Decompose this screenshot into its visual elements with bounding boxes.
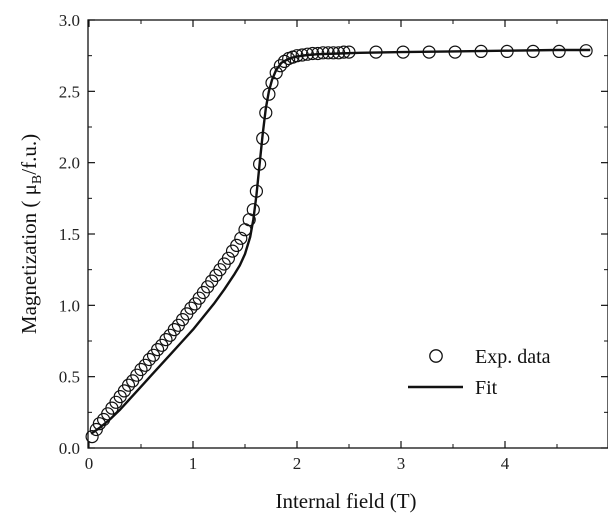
data-point — [526, 44, 540, 59]
data-point — [316, 46, 330, 60]
legend: Exp. data Fit — [408, 346, 551, 399]
data-point — [253, 157, 267, 171]
data-point — [326, 46, 340, 60]
data-point — [167, 323, 181, 337]
x-tick-label-1: 1 — [189, 454, 198, 473]
y-tick-label-6: 3.0 — [59, 11, 80, 30]
data-point — [151, 343, 165, 357]
data-point — [142, 352, 156, 367]
y-tick-label-1: 0.5 — [59, 368, 80, 387]
plot-frame — [87, 19, 608, 449]
data-point — [474, 44, 488, 59]
fit-series — [90, 48, 591, 435]
x-axis-title: Internal field (T) — [275, 489, 416, 513]
data-point — [311, 46, 325, 61]
data-point — [306, 46, 320, 61]
data-point — [246, 203, 260, 217]
data-point — [134, 362, 148, 377]
data-point — [290, 49, 304, 63]
x-tick-label-4: 4 — [501, 454, 510, 473]
y-tick-label-4: 2.0 — [59, 154, 80, 173]
data-point — [448, 45, 462, 59]
data-point — [269, 66, 283, 80]
data-point — [234, 231, 248, 245]
data-point — [396, 45, 410, 59]
y-axis-title: Magnetization ( μB/f.u.) — [17, 134, 45, 334]
fit-line — [90, 48, 591, 435]
data-point — [85, 430, 99, 444]
data-point — [92, 417, 107, 431]
data-point — [230, 238, 244, 252]
legend-exp-data-label: Exp. data — [475, 346, 551, 368]
y-tick-label-2: 1.0 — [59, 296, 80, 315]
data-point — [422, 45, 436, 59]
axis-ticks: 0 1 2 3 4 0.0 0.5 1.0 1.5 2.0 2.5 3.0 — [59, 11, 608, 473]
legend-fit-label: Fit — [475, 377, 498, 399]
data-point — [500, 44, 514, 59]
data-point — [295, 48, 309, 62]
x-tick-label-0: 0 — [85, 454, 94, 473]
x-tick-label-2: 2 — [293, 454, 302, 473]
data-point — [277, 54, 292, 69]
data-point — [369, 45, 383, 59]
data-point — [159, 333, 173, 347]
y-tick-label-0: 0.0 — [59, 439, 80, 458]
data-point — [259, 106, 273, 120]
data-point — [552, 44, 566, 59]
data-point — [321, 46, 335, 60]
data-point — [121, 378, 136, 392]
data-point — [332, 46, 346, 60]
data-point — [337, 45, 351, 59]
y-tick-label-3: 1.5 — [59, 225, 80, 244]
exp-data-series — [85, 44, 593, 444]
data-point — [342, 45, 356, 59]
data-point — [221, 251, 235, 265]
data-point — [184, 301, 198, 315]
x-tick-label-3: 3 — [397, 454, 406, 473]
data-point — [273, 59, 287, 73]
data-point — [300, 47, 314, 61]
data-point — [249, 184, 263, 198]
data-point — [256, 131, 270, 145]
legend-exp-data-marker — [429, 349, 443, 363]
data-point — [579, 44, 593, 58]
y-tick-label-5: 2.5 — [59, 82, 80, 101]
